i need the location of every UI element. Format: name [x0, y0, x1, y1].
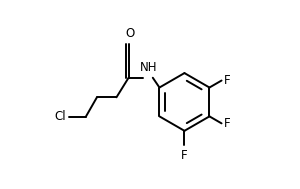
Text: Cl: Cl — [55, 110, 66, 123]
Text: O: O — [125, 27, 134, 40]
Text: NH: NH — [140, 61, 157, 74]
Text: F: F — [224, 117, 230, 130]
Text: F: F — [181, 149, 188, 162]
Text: F: F — [224, 74, 230, 87]
